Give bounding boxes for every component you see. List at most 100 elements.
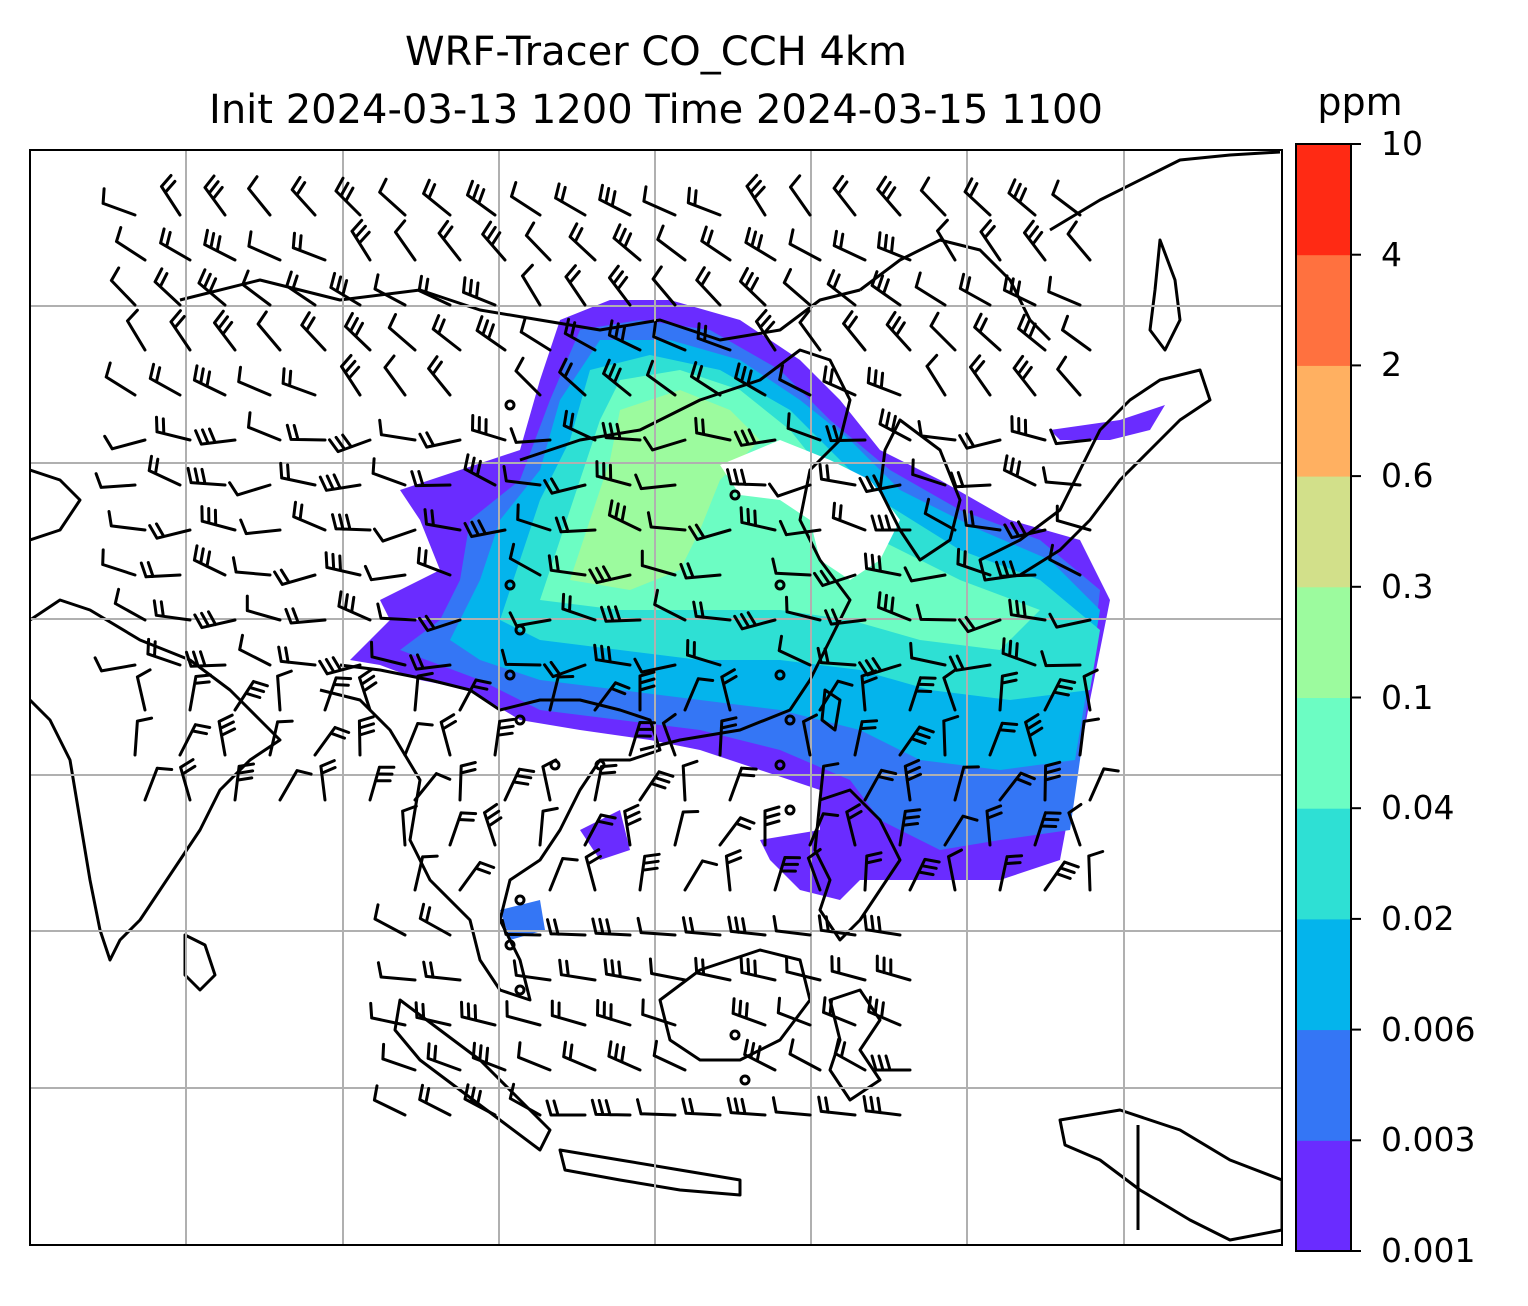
wind-barb [237,365,272,397]
wind-barb [460,1000,497,1027]
wind-barb [394,219,417,262]
wind-barb [340,354,362,397]
wind-barb [185,650,227,668]
wind-barb [458,678,492,712]
wind-barb [870,514,912,532]
wind-barb [755,309,777,352]
wind-barb [423,508,462,532]
wind-barb [636,1098,677,1117]
wind-barb [817,1095,857,1117]
colorbar-swatch [1296,476,1351,588]
colorbar-tick-label: 0.3 [1381,566,1434,606]
wind-barb [683,677,715,712]
wind-barb [546,918,587,937]
wind-barb [789,174,812,217]
wind-barb [638,770,675,802]
wind-barb [245,594,282,622]
wind-barb [1043,760,1062,802]
wind-barb [593,643,632,667]
wind-barb [562,1040,597,1072]
wind-barb [603,958,642,982]
wind-barb [858,657,902,677]
wind-barb [93,656,137,673]
wind-barb [734,362,767,397]
wind-barb [831,501,867,532]
wind-barb [1067,803,1083,847]
wind-barb [788,228,822,262]
wind-barb [247,230,282,262]
wind-barb [739,956,777,982]
wind-barb [418,431,462,449]
wind-barb [908,676,937,712]
wind-barb [995,560,1037,578]
wind-barb [1040,650,1082,668]
wind-barb [726,1096,767,1117]
wind-barb [640,549,677,577]
wind-barb [568,222,597,262]
wind-barb [550,999,587,1027]
wind-barb [785,595,822,622]
wind-barb [1007,178,1037,217]
wind-barb [192,364,227,397]
wind-barb [718,816,756,847]
wind-barb [917,420,957,442]
wind-barb [466,179,497,217]
coast-indochina [319,663,662,1002]
wind-barb [653,588,687,622]
wind-barb [863,552,902,577]
wind-barb [143,766,174,802]
wind-barb [413,772,452,802]
wind-barb [923,497,957,532]
wind-barb [1002,454,1037,487]
wind-barb [101,187,137,217]
wind-barb [563,317,597,352]
wind-barb [101,548,137,577]
wind-barb [788,1038,822,1072]
wind-barb [739,506,777,532]
wind-barb [638,670,656,712]
wind-barb [947,848,963,892]
wind-barb [545,1099,587,1117]
wind-barb [179,758,197,802]
wind-barb [139,561,182,579]
coast-sumatra [393,998,552,1152]
wind-barb [588,565,632,585]
wind-barb [731,997,767,1027]
wind-barb [898,808,922,847]
wind-barb [806,848,822,892]
wind-barb [147,454,182,487]
wind-barb [724,849,743,892]
wind-barb [636,916,677,937]
wind-barb [1082,668,1099,712]
wind-barb [818,679,854,712]
wind-calm-marker [729,1029,741,1041]
wind-barb [826,269,857,307]
wind-barb [203,228,237,262]
wind-barb [694,956,732,982]
wind-barb [285,423,327,442]
wind-barb [247,411,282,442]
colorbar-swatch [1296,1029,1351,1141]
wind-barb [870,270,902,307]
wind-barb [942,715,960,757]
wind-barb [969,354,992,397]
wind-barb [1055,504,1092,532]
wind-barb [898,725,935,757]
wind-barb [107,510,147,532]
wind-barb [942,668,958,712]
wind-barb [334,176,362,217]
wind-barb [877,591,912,622]
wind-barb [160,174,182,217]
wind-barb [510,181,542,217]
wind-barb [516,503,552,532]
wind-barb [238,633,272,667]
wind-barb [925,353,947,397]
wind-barb [998,671,1019,712]
wind-barb [863,851,883,892]
wind-barb [777,634,812,667]
wind-barb [953,765,980,802]
wind-barb [633,657,677,674]
wind-barb [241,269,272,307]
wind-barb [169,309,192,352]
wind-barb [186,466,227,487]
